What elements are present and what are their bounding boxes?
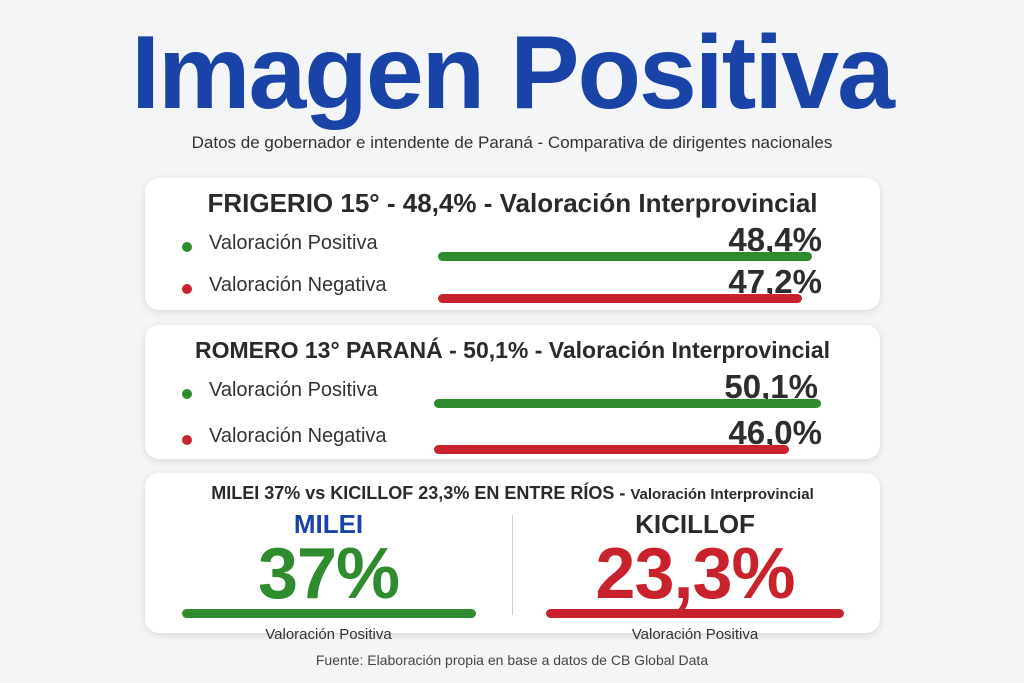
comparison-heading-main: MILEI 37% vs KICILLOF 23,3% EN ENTRE RÍO… — [211, 483, 615, 503]
frigerio-negative-row: Valoración Negativa 47,2% — [145, 264, 880, 310]
comparison-divider — [512, 515, 513, 615]
romero-positive-value: 50,1% — [724, 368, 818, 405]
comparison-heading-separator: - — [614, 483, 631, 503]
milei-name: MILEI — [293, 509, 364, 539]
page-title: Imagen Positiva — [131, 15, 895, 131]
frigerio-negative-value: 47,2% — [728, 263, 822, 300]
frigerio-negative-bar — [438, 294, 802, 303]
romero-negative-value: 46,0% — [728, 414, 822, 451]
comparison-card: MILEI 37% vs KICILLOF 23,3% EN ENTRE RÍO… — [145, 473, 880, 643]
source-footer: Fuente: Elaboración propia en base a dat… — [315, 652, 709, 668]
frigerio-positive-value: 48,4% — [728, 221, 822, 258]
green-bullet-icon — [182, 389, 192, 399]
kicillof-name: KICILLOF — [635, 509, 755, 539]
romero-negative-bar — [434, 445, 789, 454]
romero-negative-label: Valoración Negativa — [209, 425, 387, 447]
frigerio-negative-label: Valoración Negativa — [209, 274, 387, 296]
romero-positive-bar — [434, 399, 821, 408]
kicillof-block: KICILLOF 23,3% Valoración Positiva — [545, 509, 845, 643]
kicillof-label: Valoración Positiva — [631, 626, 759, 643]
romero-positive-label: Valoración Positiva — [209, 379, 378, 401]
romero-heading: ROMERO 13° PARANÁ - 50,1% - Valoración I… — [194, 337, 831, 363]
kicillof-value: 23,3% — [595, 534, 795, 614]
romero-negative-row: Valoración Negativa 46,0% — [145, 415, 880, 461]
frigerio-heading: FRIGERIO 15° - 48,4% - Valoración Interp… — [207, 188, 818, 218]
frigerio-positive-label: Valoración Positiva — [209, 232, 378, 254]
comparison-heading: MILEI 37% vs KICILLOF 23,3% EN ENTRE RÍO… — [145, 483, 880, 504]
frigerio-card: FRIGERIO 15° - 48,4% - Valoración Interp… — [145, 178, 880, 310]
page-subtitle: Datos de gobernador e intendente de Para… — [191, 133, 833, 152]
green-bullet-icon — [182, 242, 192, 252]
frigerio-positive-bar — [438, 252, 812, 261]
frigerio-positive-row: Valoración Positiva 48,4% — [145, 222, 880, 268]
red-bullet-icon — [182, 435, 192, 445]
red-bullet-icon — [182, 284, 192, 294]
comparison-heading-suffix: Valoración Interprovincial — [630, 486, 814, 503]
romero-positive-row: Valoración Positiva 50,1% — [145, 369, 880, 415]
milei-label: Valoración Positiva — [265, 626, 392, 643]
milei-block: MILEI 37% Valoración Positiva — [180, 509, 477, 643]
kicillof-bar — [546, 609, 844, 618]
romero-card: ROMERO 13° PARANÁ - 50,1% - Valoración I… — [145, 325, 880, 459]
milei-bar — [181, 609, 476, 618]
milei-value: 37% — [257, 534, 400, 614]
